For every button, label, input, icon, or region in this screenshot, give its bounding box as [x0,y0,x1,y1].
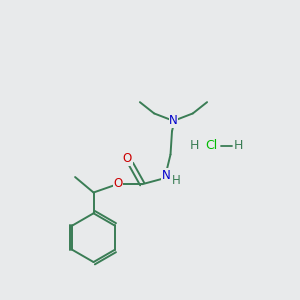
Text: H: H [234,139,244,152]
Text: H: H [172,173,181,187]
Text: H: H [190,139,200,152]
Text: Cl: Cl [205,139,217,152]
Text: N: N [162,169,170,182]
Text: O: O [113,177,122,190]
Text: O: O [123,152,132,165]
Text: N: N [169,114,178,128]
